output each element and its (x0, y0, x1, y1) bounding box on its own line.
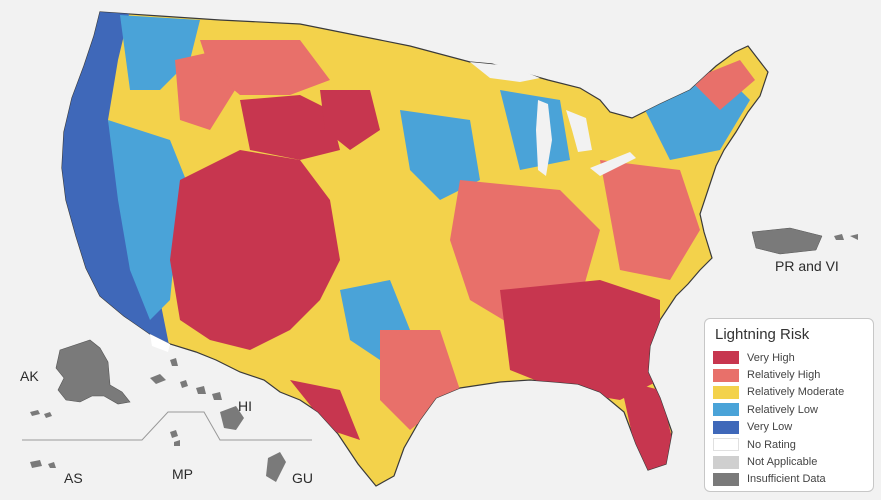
legend-item[interactable]: Not Applicable (713, 453, 865, 470)
legend-item[interactable]: Relatively Moderate (713, 384, 865, 401)
legend-item[interactable]: No Rating (713, 436, 865, 453)
region-central-low (400, 110, 480, 200)
region-new-england-mix (690, 60, 755, 110)
pr-vi-label: PR and VI (775, 258, 839, 274)
legend-item[interactable]: Very High (713, 349, 865, 366)
no-rating-patch (150, 334, 170, 352)
legend-title: Lightning Risk (715, 326, 810, 343)
region-montana-mix (200, 40, 330, 95)
hi-label: HI (238, 398, 252, 414)
american-samoa-shapes (30, 460, 56, 468)
lake-erie (590, 152, 636, 176)
region-great-lakes-low (500, 90, 570, 170)
guam (266, 452, 286, 482)
legend-label: Relatively Moderate (747, 386, 845, 399)
legend-panel: Lightning Risk Very High Relatively High R… (704, 318, 874, 492)
legend-label: No Rating (747, 438, 796, 451)
region-southeast-veryhigh (500, 280, 660, 400)
region-wyoming (240, 95, 340, 160)
lake-michigan (536, 100, 552, 176)
legend-list: Very High Relatively High Relatively Moder… (713, 349, 865, 488)
as-label: AS (64, 470, 83, 486)
legend-label: Relatively High (747, 369, 821, 382)
ak-label: AK (20, 368, 39, 384)
lake-huron (566, 110, 592, 152)
region-dakotas (320, 90, 380, 150)
hawaii-islands (180, 380, 244, 430)
lake-superior (470, 62, 540, 82)
mp-island-shapes (170, 430, 180, 446)
legend-swatch (713, 455, 739, 469)
hawaii (180, 380, 244, 430)
legend-label: Insufficient Data (747, 473, 826, 486)
puerto-rico-shape (751, 227, 823, 255)
legend-swatch (713, 385, 739, 399)
legend-swatch (713, 420, 739, 434)
legend-swatch (713, 351, 739, 365)
legend-item[interactable]: Relatively Low (713, 401, 865, 418)
american-samoa (30, 460, 56, 468)
gu-label: GU (292, 470, 313, 486)
legend-swatch (713, 472, 739, 486)
puerto-rico-vi (751, 227, 858, 255)
region-nw-interior (120, 15, 200, 90)
legend-item[interactable]: Insufficient Data (713, 471, 865, 488)
guam-shape (266, 452, 286, 482)
region-great-basin (108, 120, 190, 320)
legend-item[interactable]: Very Low (713, 419, 865, 436)
legend-label: Very Low (747, 421, 793, 434)
legend-swatch (713, 368, 739, 382)
legend-label: Relatively Low (747, 403, 818, 416)
legend-swatch (713, 438, 739, 452)
alaska-shape (55, 339, 131, 405)
aleutian-islands (30, 410, 52, 418)
legend-item[interactable]: Relatively High (713, 366, 865, 383)
alaska (30, 339, 178, 418)
legend-swatch (713, 403, 739, 417)
legend-label: Very High (747, 351, 795, 364)
alaska-islands (150, 358, 178, 384)
region-mountain-west (170, 150, 340, 350)
region-appalachia (600, 160, 700, 280)
inset-separator-line (22, 411, 312, 441)
mp-label: MP (172, 466, 193, 482)
region-texas-high (290, 380, 360, 440)
contiguous-us (61, 11, 769, 487)
mp-islands (170, 430, 180, 446)
legend-label: Not Applicable (747, 456, 818, 469)
virgin-islands-shapes (834, 234, 858, 240)
